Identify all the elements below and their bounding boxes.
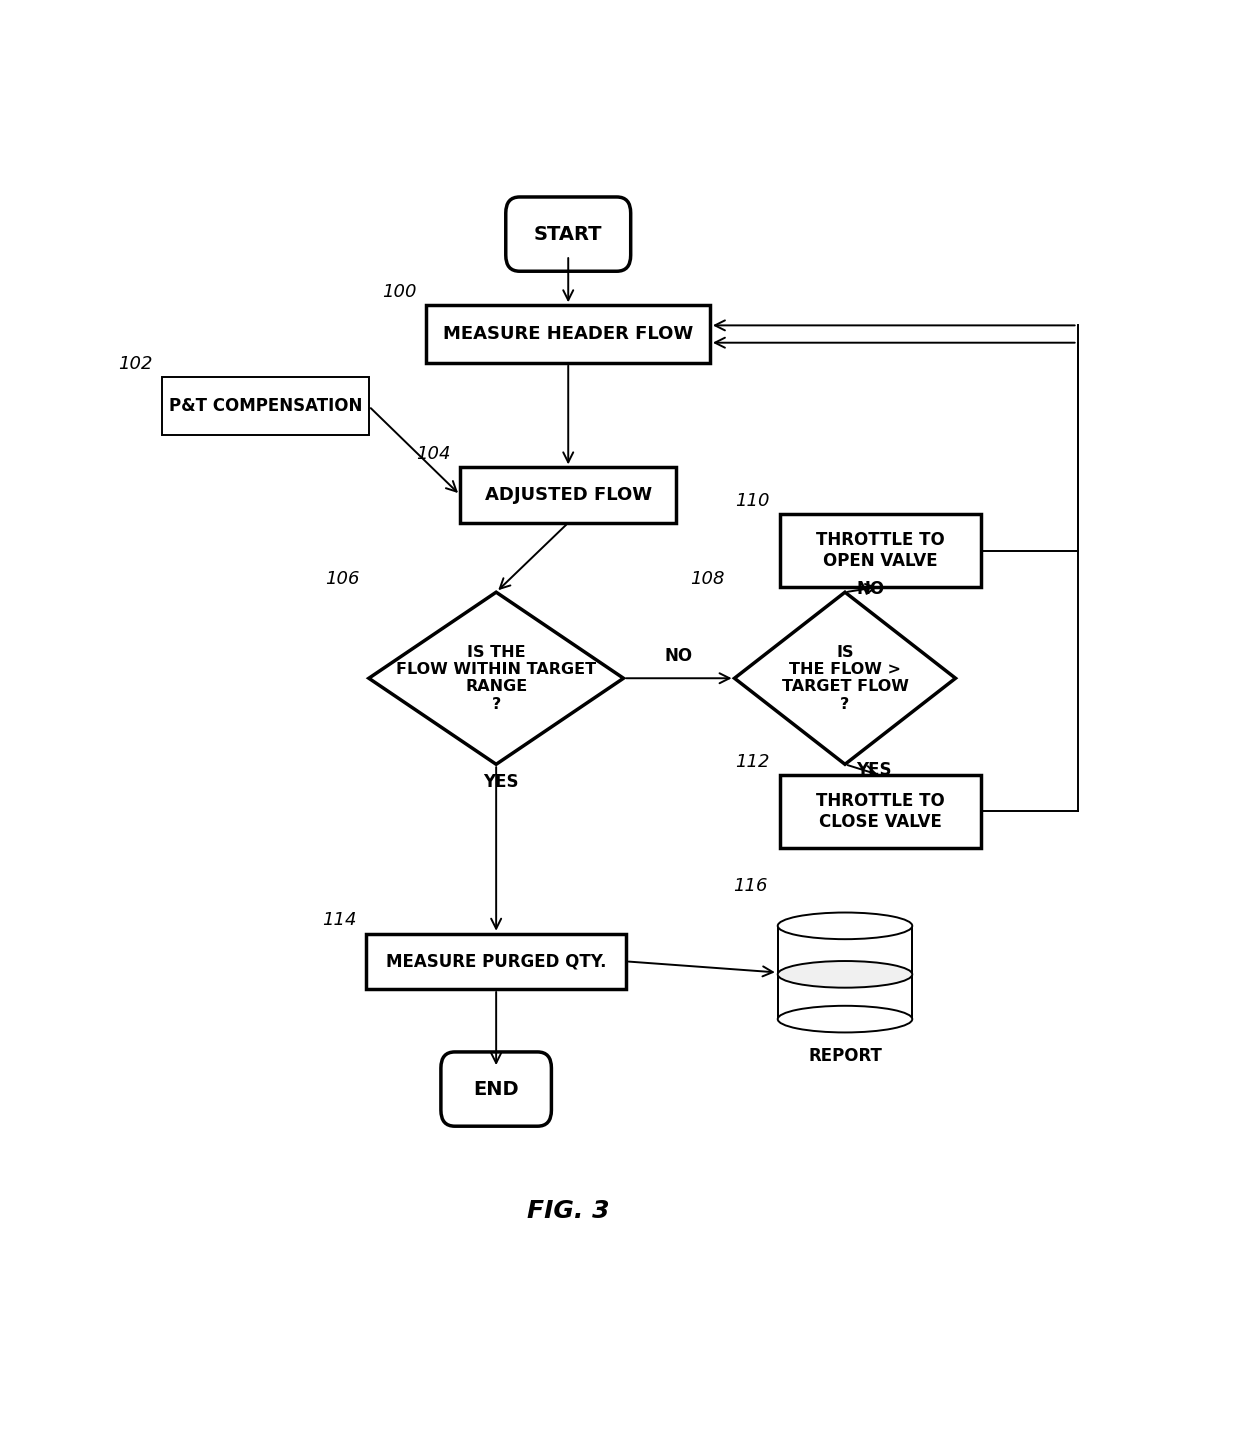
Text: END: END [474,1080,520,1099]
Text: IS
THE FLOW >
TARGET FLOW
?: IS THE FLOW > TARGET FLOW ? [781,645,909,712]
Ellipse shape [777,1007,913,1032]
Bar [460,467,676,523]
Text: MEASURE PURGED QTY.: MEASURE PURGED QTY. [386,952,606,970]
Text: FIG. 3: FIG. 3 [527,1200,610,1223]
Polygon shape [734,593,956,764]
Text: THROTTLE TO
OPEN VALVE: THROTTLE TO OPEN VALVE [816,531,945,570]
Polygon shape [368,593,624,764]
Text: 102: 102 [118,355,153,373]
Bar [780,515,982,587]
Bar [427,306,711,363]
Text: 110: 110 [735,492,770,510]
Text: 112: 112 [735,753,770,771]
Text: 104: 104 [415,444,450,463]
Ellipse shape [777,960,913,988]
Text: MEASURE HEADER FLOW: MEASURE HEADER FLOW [443,324,693,343]
Text: START: START [534,225,603,244]
Text: 114: 114 [322,911,357,929]
Text: YES: YES [857,761,892,779]
Text: NO: NO [665,647,693,665]
Bar [780,776,982,848]
Text: YES: YES [484,773,518,792]
Text: 106: 106 [325,570,360,588]
Bar [367,933,626,989]
Text: THROTTLE TO
CLOSE VALVE: THROTTLE TO CLOSE VALVE [816,792,945,831]
Text: 100: 100 [382,283,417,301]
FancyBboxPatch shape [506,198,631,271]
Text: IS THE
FLOW WITHIN TARGET
RANGE
?: IS THE FLOW WITHIN TARGET RANGE ? [396,645,596,712]
Bar [777,926,913,1019]
FancyBboxPatch shape [441,1053,552,1126]
Text: REPORT: REPORT [808,1047,882,1064]
Ellipse shape [777,913,913,939]
Text: ADJUSTED FLOW: ADJUSTED FLOW [485,486,652,505]
Text: 108: 108 [691,570,725,588]
Text: NO: NO [857,581,884,598]
Text: P&T COMPENSATION: P&T COMPENSATION [169,397,362,415]
Text: 116: 116 [734,877,768,894]
Bar [162,378,368,435]
